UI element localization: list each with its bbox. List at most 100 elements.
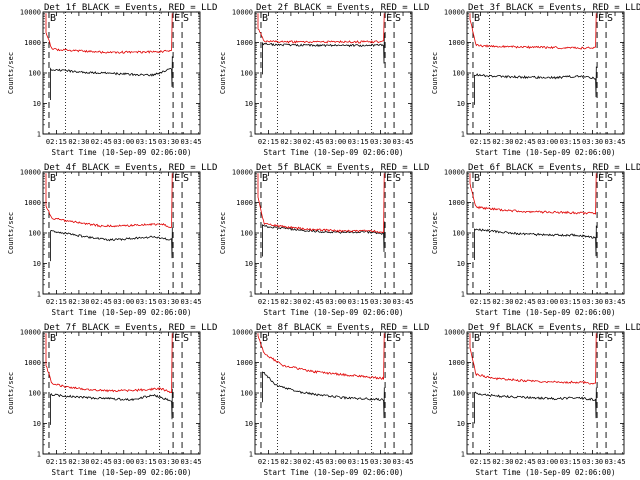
- series-line-events: [262, 221, 385, 257]
- series-line-events: [50, 388, 173, 425]
- marker-label-b: B: [474, 333, 480, 344]
- y-tick-label: 10000: [444, 9, 465, 17]
- marker-label-e: E: [386, 333, 392, 344]
- y-tick-label: 10: [457, 260, 465, 268]
- y-tick-label: 10: [245, 100, 253, 108]
- x-tick-label: 03:15: [348, 138, 369, 146]
- x-tick-label: 03:45: [180, 138, 201, 146]
- x-tick-label: 02:15: [258, 298, 279, 306]
- chart-title: Det 4f BLACK = Events, RED = LLD: [44, 163, 217, 173]
- chart-panel-8: Det 8f BLACK = Events, RED = LLD Counts/s…: [219, 323, 429, 477]
- x-tick-label: 03:30: [158, 458, 179, 466]
- marker-label-s: S: [395, 173, 401, 184]
- series-line-lld: [257, 13, 385, 44]
- x-tick-label: 02:30: [68, 138, 89, 146]
- y-tick-label: 10: [457, 100, 465, 108]
- y-tick-label: 100: [240, 70, 253, 78]
- y-tick-label: 1: [37, 131, 41, 139]
- y-tick-label: 1000: [24, 359, 41, 367]
- x-tick-label: 03:00: [537, 458, 558, 466]
- x-tick-label: 02:15: [258, 138, 279, 146]
- x-tick-label: 03:00: [537, 298, 558, 306]
- x-tick-label: 03:00: [537, 138, 558, 146]
- x-axis-label: Start Time (10-Sep-09 02:06:00): [264, 468, 404, 477]
- y-tick-label: 10: [33, 420, 41, 428]
- x-tick-label: 02:45: [303, 458, 324, 466]
- x-tick-label: 02:30: [280, 298, 301, 306]
- y-tick-label: 100: [28, 70, 41, 78]
- series-line-lld: [469, 13, 597, 50]
- y-axis-label: Counts/sec: [431, 52, 439, 94]
- marker-label-s: S: [183, 13, 189, 24]
- x-tick-label: 03:30: [158, 298, 179, 306]
- x-tick-label: 03:45: [604, 458, 625, 466]
- y-tick-label: 1: [37, 451, 41, 459]
- x-tick-label: 03:00: [325, 138, 346, 146]
- x-axis-label: Start Time (10-Sep-09 02:06:00): [264, 148, 404, 157]
- marker-label-s: S: [607, 173, 613, 184]
- x-tick-label: 03:45: [392, 458, 413, 466]
- x-tick-label: 02:30: [280, 138, 301, 146]
- y-tick-label: 1000: [236, 39, 253, 47]
- plot-frame: [254, 11, 413, 135]
- y-tick-label: 100: [240, 390, 253, 398]
- series-line-events: [50, 227, 173, 262]
- y-tick-label: 10: [33, 260, 41, 268]
- x-tick-label: 03:15: [136, 298, 157, 306]
- marker-label-b: B: [474, 173, 480, 184]
- x-tick-label: 02:45: [91, 298, 112, 306]
- y-tick-label: 1000: [448, 359, 465, 367]
- marker-label-e: E: [386, 173, 392, 184]
- y-axis-label: Counts/sec: [431, 372, 439, 414]
- marker-label-s: S: [607, 13, 613, 24]
- y-tick-label: 1000: [448, 39, 465, 47]
- y-axis-label: Counts/sec: [219, 212, 227, 254]
- x-axis-label: Start Time (10-Sep-09 02:06:00): [52, 468, 192, 477]
- marker-label-b: B: [474, 13, 480, 24]
- marker-label-e: E: [386, 13, 392, 24]
- marker-label-b: B: [262, 333, 268, 344]
- x-tick-label: 03:00: [113, 298, 134, 306]
- y-tick-label: 1: [461, 291, 465, 299]
- y-tick-label: 1: [249, 291, 253, 299]
- y-tick-label: 10000: [20, 329, 41, 337]
- x-tick-label: 02:45: [515, 138, 536, 146]
- y-axis-label: Counts/sec: [7, 52, 15, 94]
- y-tick-label: 100: [452, 230, 465, 238]
- x-tick-label: 03:15: [348, 298, 369, 306]
- y-tick-label: 1000: [24, 199, 41, 207]
- x-tick-label: 03:00: [325, 298, 346, 306]
- marker-label-b: B: [262, 13, 268, 24]
- y-tick-label: 100: [28, 390, 41, 398]
- x-tick-label: 02:15: [46, 298, 67, 306]
- marker-label-b: B: [50, 333, 56, 344]
- y-tick-label: 1: [461, 131, 465, 139]
- x-tick-label: 02:45: [303, 138, 324, 146]
- plot-frame: [42, 11, 201, 135]
- marker-label-e: E: [174, 13, 180, 24]
- plot-frame: [466, 11, 625, 135]
- y-tick-label: 10000: [444, 169, 465, 177]
- chart-panel-5: Det 5f BLACK = Events, RED = LLD Counts/s…: [219, 163, 429, 317]
- marker-label-e: E: [174, 173, 180, 184]
- x-tick-label: 03:30: [370, 138, 391, 146]
- chart-title: Det 8f BLACK = Events, RED = LLD: [256, 323, 429, 333]
- series-line-events: [474, 66, 597, 105]
- plot-frame: [42, 171, 201, 295]
- marker-label-e: E: [174, 333, 180, 344]
- series-line-events: [474, 225, 597, 260]
- y-axis-label: Counts/sec: [7, 372, 15, 414]
- x-tick-label: 03:15: [560, 458, 581, 466]
- series-line-lld: [469, 173, 597, 215]
- x-tick-label: 03:45: [392, 138, 413, 146]
- x-tick-label: 03:15: [560, 138, 581, 146]
- x-axis-label: Start Time (10-Sep-09 02:06:00): [476, 308, 616, 317]
- y-tick-label: 10: [245, 260, 253, 268]
- y-tick-label: 1: [249, 131, 253, 139]
- y-tick-label: 10000: [20, 169, 41, 177]
- series-line-lld: [469, 333, 597, 385]
- x-tick-label: 03:45: [392, 298, 413, 306]
- chart-panel-6: Det 6f BLACK = Events, RED = LLD Counts/s…: [431, 163, 640, 317]
- y-tick-label: 1000: [236, 359, 253, 367]
